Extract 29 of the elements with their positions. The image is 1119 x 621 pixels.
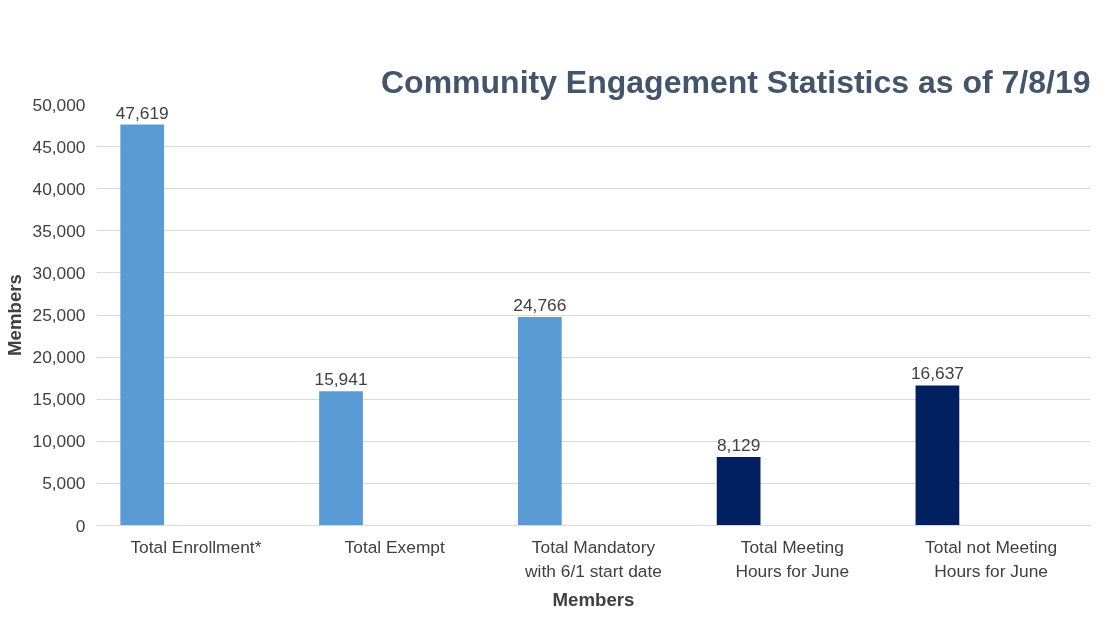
y-tick-label: 30,000: [32, 262, 86, 283]
chart-title: Community Engagement Statistics as of 7/8/19: [380, 63, 1091, 100]
x-tick-label: Total not Meeting Hours for June: [925, 536, 1058, 581]
y-tick-label: 45,000: [32, 136, 86, 157]
y-tick-label: 50,000: [32, 94, 86, 115]
y-tick-label: 0: [75, 515, 86, 536]
bar: [120, 124, 165, 526]
data-label: 16,637: [910, 363, 964, 384]
x-tick-label: Total Enrollment*: [130, 536, 262, 557]
y-tick-label: 10,000: [32, 431, 86, 452]
y-tick-label: 25,000: [32, 305, 86, 325]
bar: [915, 385, 960, 526]
bar: [716, 457, 761, 526]
y-axis-title: Members: [3, 274, 25, 356]
y-tick-label: 5,000: [42, 473, 86, 494]
y-tick-label: 40,000: [32, 178, 86, 199]
x-tick-label: Total Meeting Hours for June: [735, 536, 850, 581]
x-tick-label: Total Exempt: [344, 536, 445, 557]
data-label: 8,129: [716, 435, 761, 456]
data-label: 47,619: [115, 102, 169, 123]
bar: [517, 316, 562, 526]
x-tick-label: Total Mandatory with 6/1 start date: [524, 536, 662, 581]
y-tick-label: 35,000: [32, 220, 86, 241]
data-label: 15,941: [314, 369, 368, 390]
bar: [319, 391, 363, 526]
y-tick-label: 15,000: [32, 389, 86, 410]
x-axis-title: Members: [552, 588, 635, 610]
y-tick-label: 20,000: [32, 347, 86, 368]
data-label: 24,766: [513, 294, 567, 315]
